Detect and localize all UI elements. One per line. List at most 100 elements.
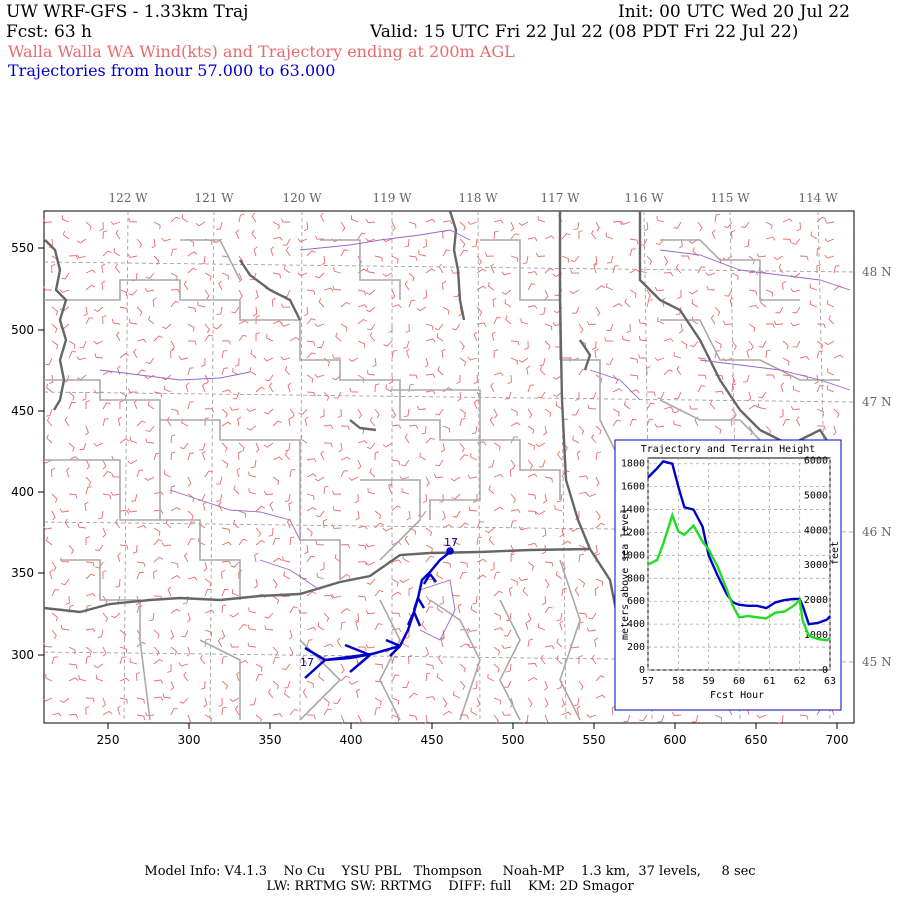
wind-barb <box>408 374 418 380</box>
wind-barb <box>510 436 519 444</box>
wind-barb <box>248 488 257 495</box>
latitude-label: 45 N <box>862 655 892 669</box>
wind-barb <box>493 219 504 224</box>
wind-barb <box>94 544 104 552</box>
wind-barb <box>340 249 349 257</box>
wind-barb <box>246 425 257 431</box>
wind-barb <box>178 355 189 361</box>
wind-barb <box>264 408 274 415</box>
wind-barb <box>136 572 144 580</box>
wind-barb <box>79 340 87 349</box>
wind-barb <box>320 561 325 571</box>
wind-barb <box>408 714 418 721</box>
wind-barb <box>425 646 430 657</box>
wind-barb <box>827 385 835 393</box>
wind-barb <box>365 289 376 296</box>
wind-barb <box>111 318 121 325</box>
wind-barb <box>442 710 453 716</box>
wind-barb <box>748 404 759 410</box>
wind-barb <box>457 603 462 614</box>
wind-barb <box>459 643 470 648</box>
wind-barb <box>255 315 261 325</box>
wind-barb <box>248 471 257 478</box>
wind-barb <box>85 269 96 274</box>
chart-y-tick: 1400 <box>621 505 645 516</box>
wind-barb <box>814 374 819 385</box>
wind-barb <box>366 578 376 585</box>
wind-barb <box>697 357 707 363</box>
wind-barb <box>503 680 512 688</box>
wind-barb <box>490 561 495 571</box>
wind-barb <box>765 221 773 230</box>
wind-barb <box>102 710 113 716</box>
wind-barb <box>451 493 461 500</box>
wind-barb <box>49 569 53 580</box>
wind-barb <box>97 510 104 520</box>
wind-barb <box>792 306 801 314</box>
y-tick-label: 450 <box>11 404 34 418</box>
wind-barb <box>202 382 206 393</box>
wind-barb <box>187 367 194 376</box>
wind-barb <box>265 374 274 382</box>
wind-barb <box>97 629 104 638</box>
wind-barb <box>199 654 206 665</box>
wind-barb <box>559 527 564 538</box>
wind-barb <box>476 255 482 266</box>
wind-barb <box>170 348 175 359</box>
wind-barb <box>790 272 801 278</box>
wind-barb <box>422 493 428 504</box>
chart-title: Trajectory and Terrain Height <box>641 444 816 455</box>
wind-barb <box>816 216 827 223</box>
wind-barb <box>782 340 789 350</box>
wind-barb <box>315 235 325 240</box>
wind-barb <box>153 629 160 639</box>
wind-barb <box>493 317 501 325</box>
wind-barb <box>332 354 342 359</box>
wind-barb <box>187 401 194 410</box>
wind-barb <box>167 586 172 597</box>
wind-barb <box>405 630 410 639</box>
chart-y-tick-right: 6000 <box>804 455 828 466</box>
wind-barb <box>573 221 580 231</box>
wind-barb <box>238 538 248 546</box>
wind-barb <box>153 391 163 398</box>
wind-barb <box>187 251 198 257</box>
wind-barb <box>827 368 835 376</box>
wind-barb <box>714 213 721 223</box>
wind-barb <box>42 459 53 464</box>
wind-barb <box>425 696 436 701</box>
wind-barb <box>493 697 502 705</box>
wind-barb <box>117 552 121 563</box>
wind-barb <box>629 389 640 394</box>
wind-barb <box>85 284 96 291</box>
wind-barb <box>250 349 257 359</box>
wind-barb <box>136 714 146 721</box>
wind-barb <box>332 285 342 291</box>
wind-barb <box>773 320 784 326</box>
wind-barb <box>440 637 445 648</box>
wind-barb <box>110 491 121 496</box>
wind-barb <box>639 714 648 722</box>
wind-barb <box>170 340 176 351</box>
wind-barb <box>824 219 835 224</box>
wind-barb <box>314 476 325 482</box>
wind-barb <box>525 620 530 631</box>
wind-barb <box>272 272 282 279</box>
wind-barb <box>425 476 430 487</box>
wind-barb <box>435 408 444 416</box>
wind-barb <box>306 639 313 648</box>
wind-barb <box>204 470 213 478</box>
wind-barb <box>810 231 818 240</box>
wind-barb <box>675 263 682 274</box>
wind-barb <box>714 425 722 434</box>
wind-barb <box>85 628 96 633</box>
wind-barb <box>765 374 775 379</box>
wind-barb <box>569 289 580 295</box>
wind-barb <box>691 299 699 308</box>
wind-barb <box>247 624 257 631</box>
wind-barb <box>476 521 485 529</box>
wind-barb <box>782 218 793 223</box>
wind-barb <box>46 383 53 393</box>
wind-barb <box>68 391 75 401</box>
x-tick-label: 550 <box>583 733 606 747</box>
